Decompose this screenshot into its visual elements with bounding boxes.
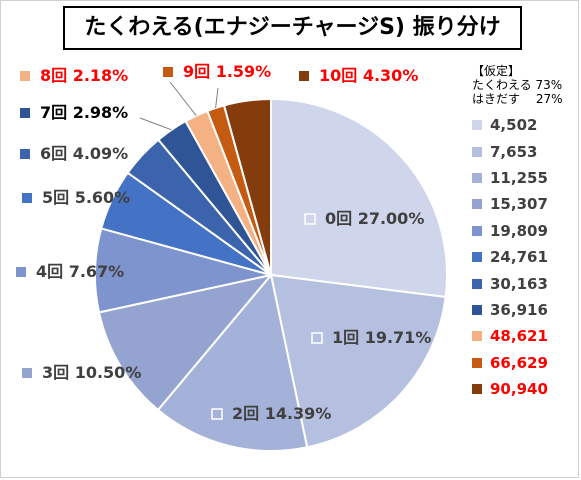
legend-item: 30,163: [472, 270, 581, 296]
data-label: 1回 19.71%: [332, 328, 431, 347]
legend-swatch: [472, 384, 482, 395]
legend-swatch: [472, 199, 482, 210]
legend-note: 【仮定】 たくわえる 73% はきだす 27%: [472, 64, 563, 106]
data-label: 10回 4.30%: [319, 66, 418, 85]
legend-item: 11,255: [472, 165, 581, 191]
legend-value: 66,629: [490, 353, 548, 372]
data-label: 4回 7.67%: [36, 262, 124, 281]
leader-line: [215, 87, 219, 108]
data-label-swatch: [163, 67, 173, 77]
legend-swatch: [472, 304, 482, 315]
data-label-swatch: [22, 193, 32, 203]
pie-slice: [270, 97, 449, 299]
legend-value: 48,621: [490, 327, 548, 346]
legend-item: 15,307: [472, 191, 581, 217]
legend-value: 4,502: [490, 116, 538, 135]
pie-slice: [97, 273, 274, 412]
legend: 【仮定】 たくわえる 73% はきだす 27% 4,502 7,653 11,255…: [472, 64, 581, 402]
pie-slice: [222, 97, 272, 276]
data-label-swatch: [20, 108, 30, 118]
legend-item: 4,502: [472, 112, 581, 138]
legend-swatch: [472, 278, 482, 289]
legend-swatch: [472, 252, 482, 263]
data-label-swatch: [20, 71, 30, 81]
pie-slice: [269, 273, 447, 449]
data-label-swatch: [304, 213, 316, 225]
data-label: 6回 4.09%: [40, 144, 128, 163]
data-label-swatch: [22, 368, 32, 378]
legend-item: 24,761: [472, 244, 581, 270]
legend-item: 48,621: [472, 323, 581, 349]
legend-swatch: [472, 120, 482, 131]
data-label-swatch: [211, 408, 223, 420]
legend-value: 30,163: [490, 274, 548, 293]
legend-value: 19,809: [490, 221, 548, 240]
data-label-swatch: [20, 149, 30, 159]
data-label: 2回 14.39%: [232, 404, 331, 423]
legend-value: 11,255: [490, 168, 548, 187]
legend-swatch: [472, 331, 482, 342]
data-label-swatch: [299, 71, 309, 81]
data-label: 8回 2.18%: [40, 66, 128, 85]
data-label: 9回 1.59%: [183, 62, 271, 81]
legend-value: 7,653: [490, 142, 538, 161]
legend-value: 90,940: [490, 380, 548, 399]
legend-rows: 4,502 7,653 11,255 15,307 19,809 24,761 30,163…: [472, 112, 581, 402]
data-label-swatch: [311, 332, 323, 344]
data-label: 7回 2.98%: [40, 103, 128, 122]
legend-item: 36,916: [472, 297, 581, 323]
chart-title: たくわえる(エナジーチャージS) 振り分け: [63, 6, 522, 50]
legend-item: 66,629: [472, 350, 581, 376]
legend-item: 19,809: [472, 218, 581, 244]
leader-line: [169, 81, 197, 117]
legend-value: 24,761: [490, 248, 548, 267]
legend-swatch: [472, 225, 482, 236]
legend-item: 90,940: [472, 376, 581, 402]
leader-line: [139, 117, 172, 131]
legend-swatch: [472, 357, 482, 368]
data-label: 3回 10.50%: [42, 363, 141, 382]
legend-swatch: [472, 172, 482, 183]
legend-item: 7,653: [472, 138, 581, 164]
pie-slice: [156, 272, 309, 452]
legend-value: 36,916: [490, 300, 548, 319]
legend-value: 15,307: [490, 195, 548, 214]
data-label-swatch: [16, 267, 26, 277]
data-label: 5回 5.60%: [42, 188, 130, 207]
pie-chart: 0回 27.00% 1回 19.71% 2回 14.39% 3回 10.50% 4回 7…: [16, 62, 449, 452]
legend-swatch: [472, 146, 482, 157]
data-label: 0回 27.00%: [325, 209, 424, 228]
